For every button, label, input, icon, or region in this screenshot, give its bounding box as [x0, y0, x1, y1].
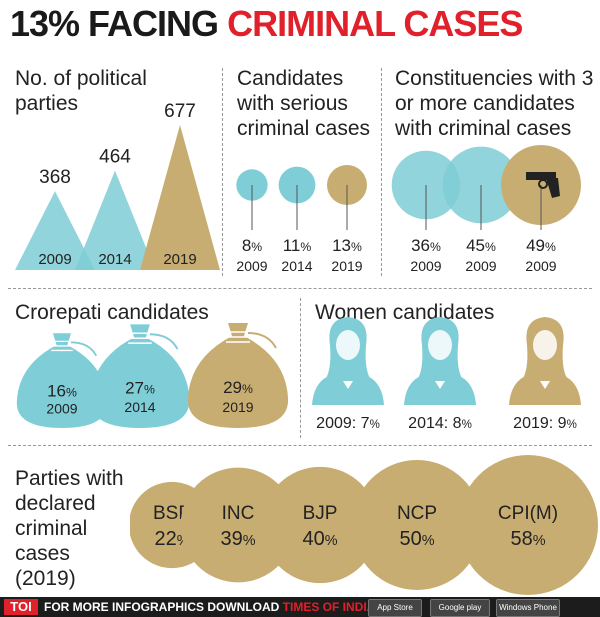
bag-tie-2009: [49, 340, 75, 352]
year-label-2014: 2014: [98, 251, 131, 268]
woman-body-2014: [404, 373, 476, 405]
party-value-NCP: 50%: [399, 528, 434, 550]
divider-4: [300, 298, 301, 438]
bag-value-2014: 27%: [125, 378, 155, 397]
party-name-INC: INC: [222, 503, 255, 524]
gun-grip: [546, 178, 560, 198]
bag-string-2009: [71, 341, 98, 357]
serious-heading: Candidates with serious criminal cases: [237, 67, 371, 140]
bag-body-2019: [187, 323, 289, 428]
bag-tie-2014: [126, 332, 154, 344]
serious-chart: 8% 2009 11% 2014 13% 2019: [236, 165, 367, 274]
money-bag-icon: [187, 323, 289, 428]
const-value-0: 36%: [411, 236, 441, 255]
divider-2: [381, 68, 382, 276]
const-year-2: 2009: [525, 258, 556, 274]
bag-year-2014: 2014: [124, 399, 155, 415]
page-title: 13% FACING CRIMINAL CASES: [10, 2, 523, 46]
gun-icon: [526, 172, 560, 198]
constituencies-chart: 36% 2009 45% 2009 49% 2009: [391, 145, 581, 274]
women-heading: Women candidates: [315, 301, 495, 324]
bag-value-2009: 16%: [47, 381, 77, 400]
parties-heading: No. of political parties: [15, 67, 147, 115]
title-part2: CRIMINAL CASES: [227, 3, 523, 44]
party-name-NCP: NCP: [397, 503, 437, 524]
value-label-2009: 368: [39, 167, 71, 188]
money-bag-icon: [16, 333, 108, 428]
bag-value-2019: 29%: [223, 378, 253, 397]
gun-barrel: [526, 172, 556, 180]
bag-body-2009: [16, 333, 108, 428]
value-label-2019: 677: [164, 101, 196, 122]
toi-logo: TOI: [4, 599, 38, 615]
party-value-BJP: 40%: [302, 528, 337, 550]
women-label-2009: 2009: 7%: [316, 415, 380, 432]
women-label-2019: 2019: 9%: [513, 415, 577, 432]
money-bag-icon: [90, 324, 190, 428]
woman-icon: [312, 317, 384, 405]
bag-string-2019: [247, 332, 277, 349]
party-circle-NCP: [352, 460, 482, 590]
gun-trigger: [538, 179, 548, 189]
divider-3: [8, 288, 592, 289]
woman-body-2019: [509, 373, 581, 405]
party-name-CPI(M): CPI(M): [498, 503, 558, 524]
footer-text: FOR MORE INFOGRAPHICS DOWNLOAD TIMES OF …: [44, 599, 402, 615]
google-play-badge[interactable]: Google play: [430, 599, 490, 617]
const-year-1: 2009: [465, 258, 496, 274]
woman-icon: [404, 317, 476, 405]
party-circle-BJP: [261, 466, 379, 584]
divider-5: [8, 445, 592, 446]
bag-year-2019: 2019: [222, 399, 253, 415]
woman-face-2019: [533, 330, 557, 360]
serious-value-2009: 8%: [242, 236, 262, 255]
crorepati-chart: 16%2009 27% 2014 29% 2019: [16, 323, 289, 428]
women-label-2014: 2014: 8%: [408, 415, 472, 432]
woman-face-2009: [336, 330, 360, 360]
const-year-0: 2009: [410, 258, 441, 274]
crorepati-heading: Crorepati candidates: [15, 301, 209, 324]
serious-year-2019: 2019: [331, 258, 362, 274]
value-label-2014: 464: [99, 147, 131, 168]
party-cases-heading: Parties with declared criminal cases (20…: [15, 467, 124, 590]
party-value-CPI(M): 58%: [510, 528, 545, 550]
party-circle-CPI(M): [458, 455, 598, 595]
serious-year-2014: 2014: [281, 258, 312, 274]
parties-chart: 368 2009 464 2014 677 2019: [15, 101, 220, 270]
constituencies-heading: Constituencies with 3 or more candidates…: [395, 67, 594, 140]
party-circle-INC: [180, 467, 296, 583]
bag-string-2014: [149, 333, 179, 350]
woman-body-2009: [312, 373, 384, 405]
bag-body-2014: [90, 324, 190, 428]
women-chart: 2009: 7% 2014: 8% 2019: 9%: [312, 317, 581, 432]
windows-phone-badge[interactable]: Windows Phone: [496, 599, 560, 617]
woman-icon: [509, 317, 581, 405]
triangle-bar-2014: [75, 170, 155, 270]
year-label-2019: 2019: [163, 251, 196, 268]
bag-tie-2019: [224, 331, 252, 343]
const-value-2: 49%: [526, 236, 556, 255]
triangle-bar-2019: [140, 125, 220, 270]
const-value-1: 45%: [466, 236, 496, 255]
woman-face-2014: [428, 330, 452, 360]
bag-year-2009: 2009: [46, 401, 77, 417]
serious-year-2009: 2009: [236, 258, 267, 274]
party-value-INC: 39%: [220, 528, 255, 550]
triangle-bar-2009: [15, 191, 95, 270]
footer-cta: FOR MORE INFOGRAPHICS DOWNLOAD: [44, 600, 280, 614]
serious-value-2019: 13%: [332, 236, 362, 255]
divider-1: [222, 68, 223, 276]
title-part1: 13% FACING: [10, 3, 219, 44]
party-name-BJP: BJP: [303, 503, 338, 524]
year-label-2009: 2009: [38, 251, 71, 268]
app-store-badge[interactable]: App Store: [368, 599, 422, 617]
serious-value-2014: 11%: [283, 236, 312, 255]
